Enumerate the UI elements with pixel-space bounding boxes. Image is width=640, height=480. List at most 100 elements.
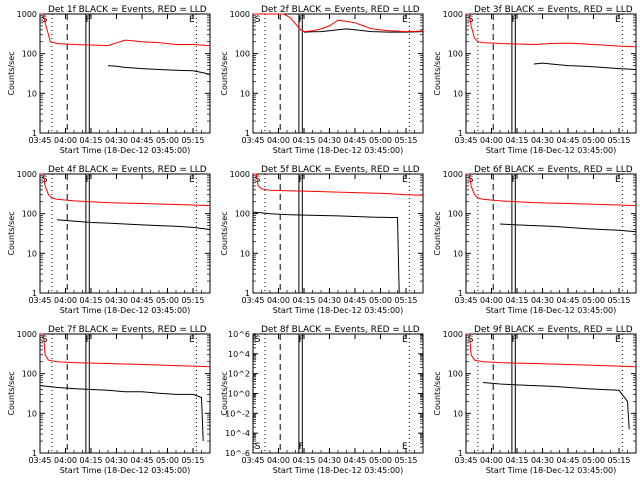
flare-marker: F <box>86 15 91 25</box>
end-marker: E <box>402 15 408 25</box>
start-marker: S <box>42 335 48 345</box>
x-tick-label: 04:45 <box>556 456 579 465</box>
x-axis-label: Start Time (18-Dec-12 03:45:00) <box>486 306 617 315</box>
series-line-lld <box>40 173 211 207</box>
end-marker: E <box>189 175 195 185</box>
y-axis-label: Counts/sec <box>433 51 442 95</box>
x-tick-label: 03:45 <box>241 296 264 305</box>
plot-frame <box>39 173 211 294</box>
x-tick-label: 04:30 <box>318 136 341 145</box>
y-tick-label: 10^-6 <box>225 449 250 458</box>
x-tick-label: 05:15 <box>181 296 204 305</box>
series-line-lld <box>466 173 637 207</box>
x-axis-label: Start Time (18-Dec-12 03:45:00) <box>60 306 191 315</box>
panel-title: Det 6f BLACK = Events, RED = LLD <box>474 165 633 175</box>
detector-panel-6: Det 6f BLACK = Events, RED = LLD 1 10 100 10… <box>433 165 637 315</box>
plot-frame <box>465 333 637 454</box>
x-tick-label: 03:45 <box>28 456 51 465</box>
y-tick-label: 100 <box>22 210 37 219</box>
detector-panel-5: Det 5f BLACK = Events, RED = LLD 1 10 100 10… <box>220 165 424 315</box>
y-tick-label: 1000 <box>443 10 463 19</box>
x-tick-label: 04:15 <box>292 136 315 145</box>
x-tick-label: 04:00 <box>54 456 77 465</box>
detector-panel-7: Det 7f BLACK = Events, RED = LLD 1 10 100 10… <box>7 325 211 475</box>
x-tick-label: 04:15 <box>79 296 102 305</box>
x-tick-label: 05:00 <box>582 136 605 145</box>
y-tick-label: 100 <box>22 370 37 379</box>
start-marker: S <box>255 335 261 345</box>
end-marker: E <box>402 442 408 452</box>
y-tick-label: 10 <box>240 89 250 98</box>
y-tick-label: 1 <box>458 129 463 138</box>
end-marker: E <box>615 175 621 185</box>
panel-title: Det 1f BLACK = Events, RED = LLD <box>48 5 207 15</box>
y-tick-label: 10^0 <box>228 390 250 399</box>
x-tick-label: 04:00 <box>54 296 77 305</box>
x-tick-label: 04:00 <box>480 456 503 465</box>
x-axis-label: Start Time (18-Dec-12 03:45:00) <box>273 466 404 475</box>
y-tick-label: 100 <box>235 210 250 219</box>
x-axis-label: Start Time (18-Dec-12 03:45:00) <box>60 146 191 155</box>
series-line-lld <box>40 333 211 368</box>
series-line-events <box>107 65 211 75</box>
x-tick-label: 04:45 <box>130 456 153 465</box>
x-tick-label: 04:15 <box>505 136 528 145</box>
flare-marker: F <box>299 335 304 345</box>
series-line-events <box>252 211 400 294</box>
y-axis-label: Counts/sec <box>433 371 442 415</box>
y-axis-label: Counts/sec <box>220 371 229 415</box>
x-tick-label: 04:30 <box>105 296 128 305</box>
x-tick-label: 04:00 <box>54 136 77 145</box>
x-tick-label: 05:00 <box>369 456 392 465</box>
x-tick-label: 05:15 <box>607 296 630 305</box>
y-tick-label: 100 <box>448 210 463 219</box>
x-tick-label: 05:00 <box>369 296 392 305</box>
x-axis-label: Start Time (18-Dec-12 03:45:00) <box>273 146 404 155</box>
y-tick-label: 1000 <box>17 10 37 19</box>
panel-title: Det 2f BLACK = Events, RED = LLD <box>261 5 420 15</box>
x-tick-label: 04:45 <box>130 296 153 305</box>
x-tick-label: 04:15 <box>79 136 102 145</box>
end-marker: E <box>189 335 195 345</box>
flare-marker: F <box>512 175 517 185</box>
x-tick-label: 05:15 <box>394 456 417 465</box>
detector-panel-3: Det 3f BLACK = Events, RED = LLD 1 10 100 10… <box>433 5 637 155</box>
x-tick-label: 04:00 <box>267 296 290 305</box>
y-tick-label: 10 <box>27 249 37 258</box>
y-tick-label: 100 <box>448 50 463 59</box>
y-tick-label: 1 <box>245 289 250 298</box>
panel-title: Det 9f BLACK = Events, RED = LLD <box>474 325 633 335</box>
y-axis-label: Counts/sec <box>220 211 229 255</box>
x-tick-label: 03:45 <box>454 456 477 465</box>
detector-panel-2: Det 2f BLACK = Events, RED = LLD 1 10 100 10… <box>220 5 424 155</box>
x-tick-label: 04:30 <box>531 456 554 465</box>
series-line-lld <box>466 13 637 48</box>
detector-panel-9: Det 9f BLACK = Events, RED = LLD 1 10 100 10… <box>433 325 637 475</box>
x-tick-label: 03:45 <box>241 456 264 465</box>
y-tick-label: 1000 <box>17 330 37 339</box>
y-tick-label: 10^4 <box>228 350 250 359</box>
series-line-lld <box>466 333 637 368</box>
x-tick-label: 04:45 <box>556 136 579 145</box>
y-tick-label: 1 <box>32 129 37 138</box>
y-tick-label: 10 <box>240 249 250 258</box>
x-tick-label: 04:45 <box>130 136 153 145</box>
y-tick-label: 10 <box>27 89 37 98</box>
y-tick-label: 10^-2 <box>225 409 250 418</box>
y-tick-label: 10 <box>453 409 463 418</box>
x-axis-label: Start Time (18-Dec-12 03:45:00) <box>486 146 617 155</box>
x-tick-label: 04:15 <box>79 456 102 465</box>
end-marker: E <box>402 175 408 185</box>
y-axis-label: Counts/sec <box>7 51 16 95</box>
x-axis-label: Start Time (18-Dec-12 03:45:00) <box>60 466 191 475</box>
flare-marker: F <box>86 175 91 185</box>
x-tick-label: 04:30 <box>531 296 554 305</box>
x-tick-label: 04:30 <box>318 456 341 465</box>
start-marker: S <box>255 15 261 25</box>
x-tick-label: 04:15 <box>292 296 315 305</box>
y-axis-label: Counts/sec <box>7 211 16 255</box>
series-line-events <box>56 219 211 230</box>
x-tick-label: 05:15 <box>607 456 630 465</box>
y-tick-label: 1000 <box>230 170 250 179</box>
x-tick-label: 04:00 <box>267 456 290 465</box>
